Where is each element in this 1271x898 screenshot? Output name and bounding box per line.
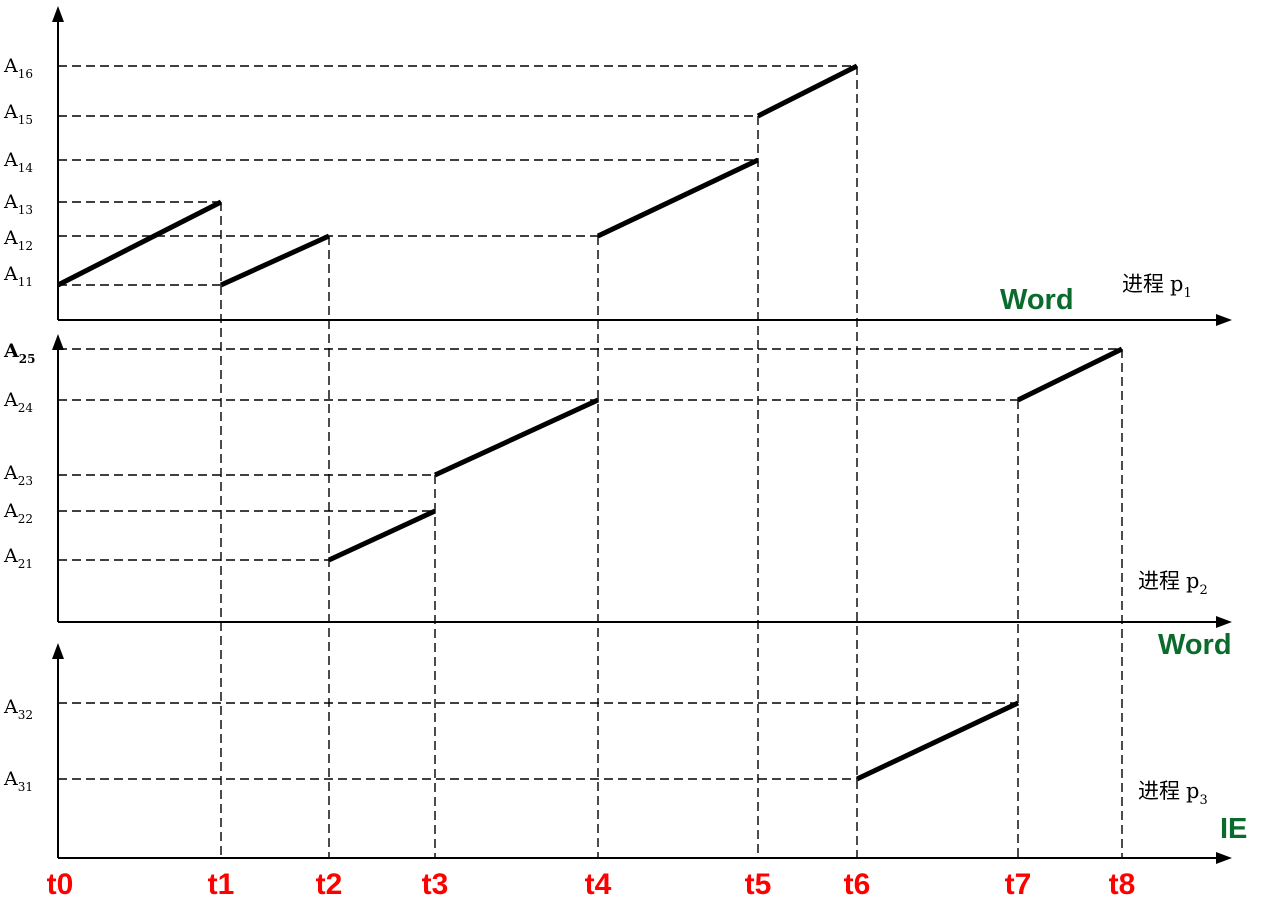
level-label-name: A [3, 101, 18, 123]
level-label-sub: 11 [18, 275, 33, 289]
level-label-sub: 24 [18, 401, 34, 415]
level-label-sub: 16 [18, 67, 33, 81]
level-label-sub: 25 [19, 352, 36, 366]
level-label-name: A [3, 263, 18, 285]
level-label-sub: 21 [18, 557, 33, 571]
level-label-sub: 23 [18, 474, 33, 488]
segment-p3-0 [855, 700, 1020, 782]
time-label-t1: t1 [208, 868, 235, 898]
application-labels: Word Word IE [1000, 284, 1247, 845]
level-label-name: A [3, 500, 18, 522]
segment-p1-2 [596, 157, 760, 239]
level-label-name: A [3, 768, 18, 790]
p1-y-axis-arrow-icon [52, 6, 64, 22]
level-label-sub: 12 [18, 239, 33, 253]
level-label-A21: A21 [3, 545, 33, 571]
time-label-t7: t7 [1005, 868, 1032, 898]
level-label-name: A [3, 55, 18, 77]
level-label-A16: A16 [3, 55, 33, 81]
time-labels: t0 t1 t2 t3 t4 t5 t6 t7 t8 [47, 868, 1136, 898]
level-label-name: A [3, 389, 18, 411]
level-label-name: A [3, 462, 18, 484]
level-label-A11: A11 [3, 263, 33, 289]
p3-app-label: IE [1220, 813, 1247, 845]
level-label-name: A [3, 149, 18, 171]
level-label-A14: A14 [3, 149, 33, 175]
level-label-name: A [3, 191, 18, 213]
p2-app-label: Word [1158, 629, 1232, 661]
axes [52, 6, 1232, 864]
level-label-name: A [3, 545, 18, 567]
p3-x-axis-arrow-icon [1216, 852, 1232, 864]
segment-p2-1 [433, 397, 600, 478]
time-label-t5: t5 [745, 868, 772, 898]
time-label-t6: t6 [844, 868, 871, 898]
segment-p1-1 [219, 233, 331, 288]
level-label-sub: 13 [18, 203, 33, 217]
address-segments [56, 63, 1124, 782]
p2-process-label: 进程 p2 [1138, 569, 1208, 598]
p1-app-label: Word [1000, 284, 1074, 316]
level-label-name: A [3, 696, 18, 718]
level-label-A13: A13 [3, 191, 33, 217]
level-label-sub: 31 [18, 780, 33, 794]
level-label-A23: A23 [3, 462, 33, 488]
level-label-name: A [3, 340, 19, 362]
level-label-sub: 15 [18, 113, 33, 127]
p1-process-label: 进程 p1 [1122, 272, 1192, 301]
segment-p1-0 [56, 199, 223, 288]
time-label-t3: t3 [422, 868, 449, 898]
dashed-guides [58, 65, 1123, 858]
p3-process-label: 进程 p3 [1138, 779, 1208, 808]
level-label-A12: A12 [3, 227, 33, 253]
time-label-t2: t2 [316, 868, 343, 898]
level-label-sub: 32 [18, 708, 33, 722]
p2-x-axis-arrow-icon [1216, 616, 1232, 628]
level-label-A25: A25 [3, 340, 35, 366]
level-label-A31: A31 [3, 768, 33, 794]
level-label-A22: A22 [3, 500, 33, 526]
p2-y-axis-arrow-icon [52, 334, 64, 350]
time-label-t8: t8 [1109, 868, 1136, 898]
level-label-A24: A24 [3, 389, 33, 415]
p3-y-axis-arrow-icon [52, 643, 64, 659]
p1-x-axis-arrow-icon [1216, 314, 1232, 326]
level-label-A32: A32 [3, 696, 33, 722]
level-label-A15: A15 [3, 101, 33, 127]
process-labels: 进程 p1 进程 p2 进程 p3 [1122, 272, 1208, 808]
level-label-sub: 14 [18, 161, 34, 175]
time-label-t0: t0 [47, 868, 74, 898]
segment-p2-0 [327, 508, 437, 563]
level-label-name: A [3, 227, 18, 249]
level-label-sub: 22 [18, 512, 33, 526]
time-label-t4: t4 [585, 868, 612, 898]
segment-p2-2 [1016, 346, 1124, 403]
segment-p1-3 [756, 63, 859, 119]
